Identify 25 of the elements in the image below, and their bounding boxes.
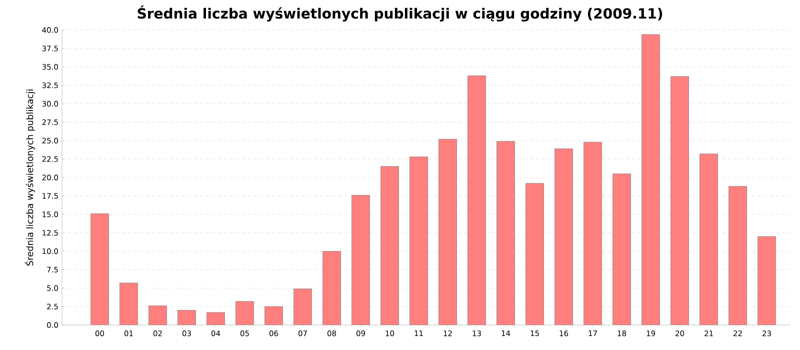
bar: [584, 142, 602, 325]
bar: [670, 76, 689, 325]
bar: [642, 34, 660, 325]
bar: [612, 174, 631, 325]
bar: [758, 236, 776, 325]
bar: [380, 166, 399, 325]
bar: [294, 288, 312, 325]
bar: [468, 76, 486, 325]
y-axis-title: Średnia liczba wyświetlonych publikacji: [24, 90, 35, 266]
bar: [264, 306, 283, 325]
bar: [728, 186, 747, 325]
bar: [554, 148, 573, 325]
bar: [120, 282, 138, 325]
bar: [526, 183, 544, 325]
bar: [496, 141, 515, 325]
chart-title: Średnia liczba wyświetlonych publikacji w ciągu godziny (2009.11): [138, 6, 662, 22]
bar: [236, 301, 254, 325]
bar: [90, 213, 109, 325]
bar: [410, 156, 428, 325]
bar: [148, 306, 167, 325]
bar: [178, 310, 196, 325]
bar: [438, 138, 457, 325]
bar: [322, 251, 341, 325]
bar: [700, 154, 718, 325]
bar: [352, 194, 370, 325]
